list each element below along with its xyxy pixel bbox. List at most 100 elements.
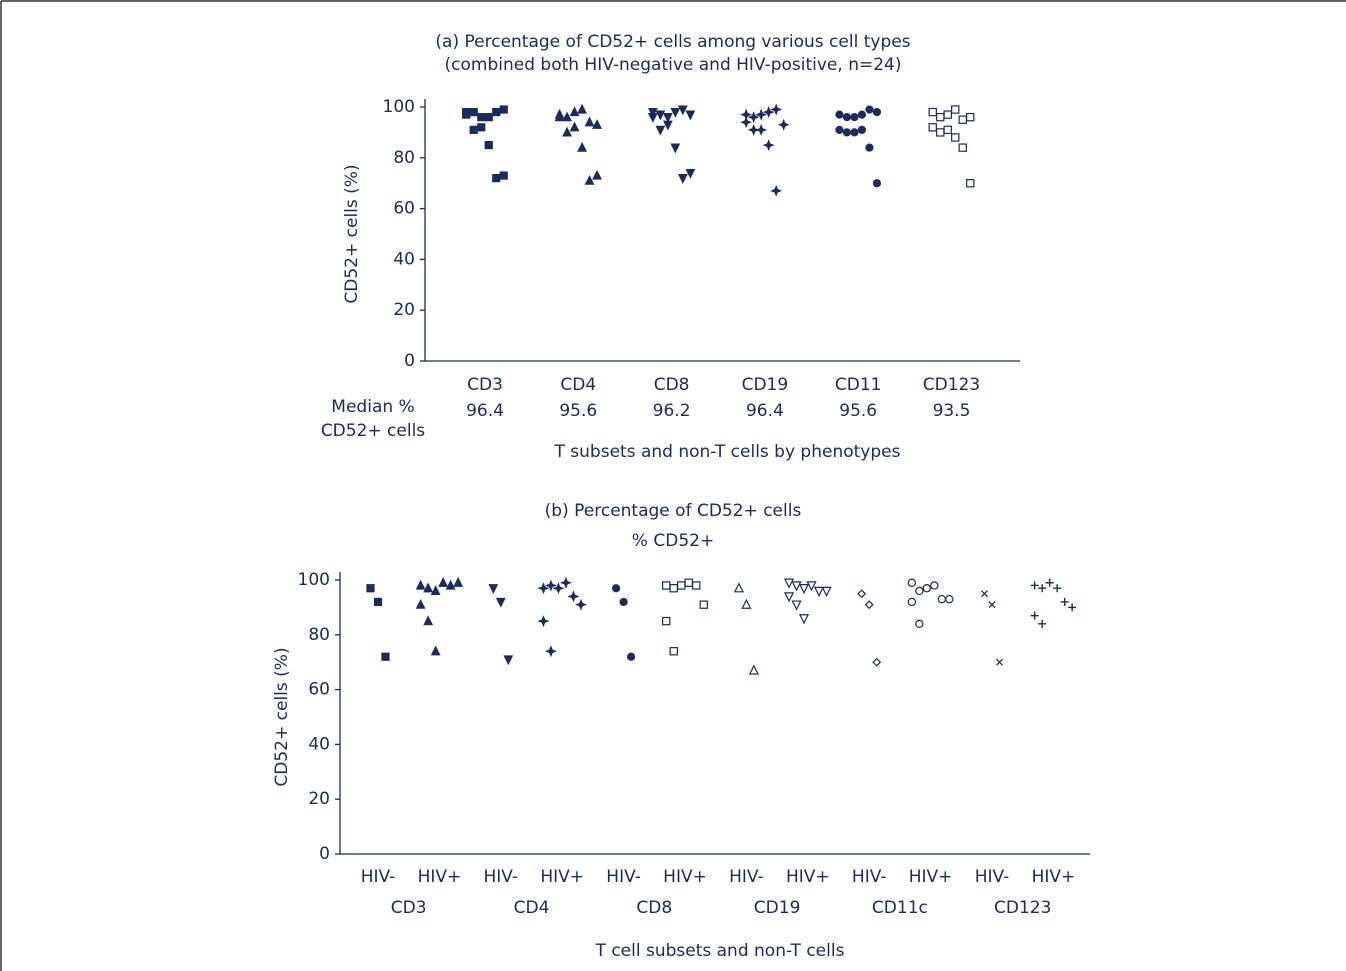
point xyxy=(791,600,802,611)
point xyxy=(559,576,572,589)
point xyxy=(567,590,580,603)
y-tick-label: 80 xyxy=(393,148,415,168)
point xyxy=(872,107,882,117)
point xyxy=(569,106,580,117)
y-tick-label: 60 xyxy=(393,199,415,219)
point xyxy=(692,581,701,590)
x-axis-label: T subsets and non-T cells by phenotypes xyxy=(554,442,901,462)
group-label: CD4 xyxy=(514,898,550,918)
point xyxy=(469,107,478,117)
point xyxy=(430,645,441,656)
point xyxy=(741,598,752,609)
point xyxy=(1053,584,1062,593)
median-value: 96.4 xyxy=(746,401,784,421)
point xyxy=(864,600,874,610)
median-value: 96.2 xyxy=(653,401,691,421)
point xyxy=(423,615,434,626)
point xyxy=(655,125,666,136)
y-tick-label: 60 xyxy=(308,680,330,700)
point xyxy=(612,584,621,593)
point xyxy=(647,107,658,118)
y-axis-label: CD52+ cells (%) xyxy=(272,647,292,786)
point xyxy=(537,582,550,595)
point xyxy=(499,171,508,180)
x-tick-label: HIV+ xyxy=(540,867,584,887)
point xyxy=(872,657,882,667)
point xyxy=(453,577,464,587)
point xyxy=(857,110,867,119)
point xyxy=(662,120,673,131)
point xyxy=(647,113,658,123)
point xyxy=(670,107,681,118)
x-tick-label: CD8 xyxy=(654,375,690,395)
point xyxy=(415,598,426,609)
point xyxy=(928,107,937,117)
x-tick-label: CD3 xyxy=(467,375,503,395)
point xyxy=(503,655,514,666)
chart-title: (b) Percentage of CD52+ cells xyxy=(545,501,802,521)
x-tick-label: HIV+ xyxy=(786,867,830,887)
point xyxy=(930,581,939,590)
point xyxy=(936,112,945,122)
point xyxy=(677,105,688,116)
x-tick-label: CD19 xyxy=(742,375,789,395)
point xyxy=(577,141,587,152)
point xyxy=(438,577,449,587)
point xyxy=(492,174,501,183)
point xyxy=(684,578,693,587)
point xyxy=(544,645,557,658)
point xyxy=(966,179,975,188)
point xyxy=(783,592,795,603)
point xyxy=(592,119,602,129)
x-tick-label: HIV- xyxy=(729,867,764,887)
chart-title: % CD52+ xyxy=(632,531,714,551)
y-tick-label: 80 xyxy=(308,625,330,645)
point xyxy=(569,121,580,132)
y-tick-label: 20 xyxy=(393,300,415,320)
point xyxy=(669,584,678,593)
point xyxy=(445,579,456,590)
x-tick-label: HIV+ xyxy=(909,867,953,887)
x-axis-label: T cell subsets and non-T cells xyxy=(595,941,845,961)
x-tick-label: HIV- xyxy=(975,867,1010,887)
point xyxy=(945,594,954,604)
point xyxy=(655,110,666,121)
point xyxy=(922,584,932,593)
point xyxy=(915,619,924,629)
x-tick-label: HIV- xyxy=(484,867,519,887)
point xyxy=(850,128,859,137)
point xyxy=(662,113,673,123)
point xyxy=(981,590,988,598)
point xyxy=(872,179,882,188)
y-tick-label: 100 xyxy=(298,570,330,590)
point xyxy=(951,133,960,142)
point xyxy=(798,584,810,595)
point xyxy=(662,581,671,590)
point xyxy=(835,110,844,119)
point xyxy=(685,168,696,179)
group-label: CD8 xyxy=(636,898,672,918)
y-tick-label: 0 xyxy=(319,844,330,864)
point xyxy=(1038,619,1047,628)
x-tick-label: HIV- xyxy=(606,867,641,887)
point xyxy=(857,589,867,599)
point xyxy=(865,143,874,152)
median-value: 93.5 xyxy=(933,401,971,421)
point xyxy=(928,123,937,132)
y-tick-label: 100 xyxy=(383,97,415,117)
point xyxy=(865,105,874,114)
group-label: CD19 xyxy=(754,898,801,918)
point xyxy=(791,581,802,592)
point xyxy=(381,652,390,661)
point xyxy=(755,108,768,121)
point xyxy=(1030,581,1039,590)
point xyxy=(951,105,960,114)
point xyxy=(988,601,996,609)
point xyxy=(770,184,783,197)
x-tick-label: HIV+ xyxy=(418,867,462,887)
point xyxy=(699,600,708,609)
chart-title: (a) Percentage of CD52+ cells among vari… xyxy=(435,32,910,52)
y-tick-label: 0 xyxy=(404,351,415,371)
x-tick-label: CD123 xyxy=(923,375,980,395)
group-label: CD3 xyxy=(391,898,427,918)
